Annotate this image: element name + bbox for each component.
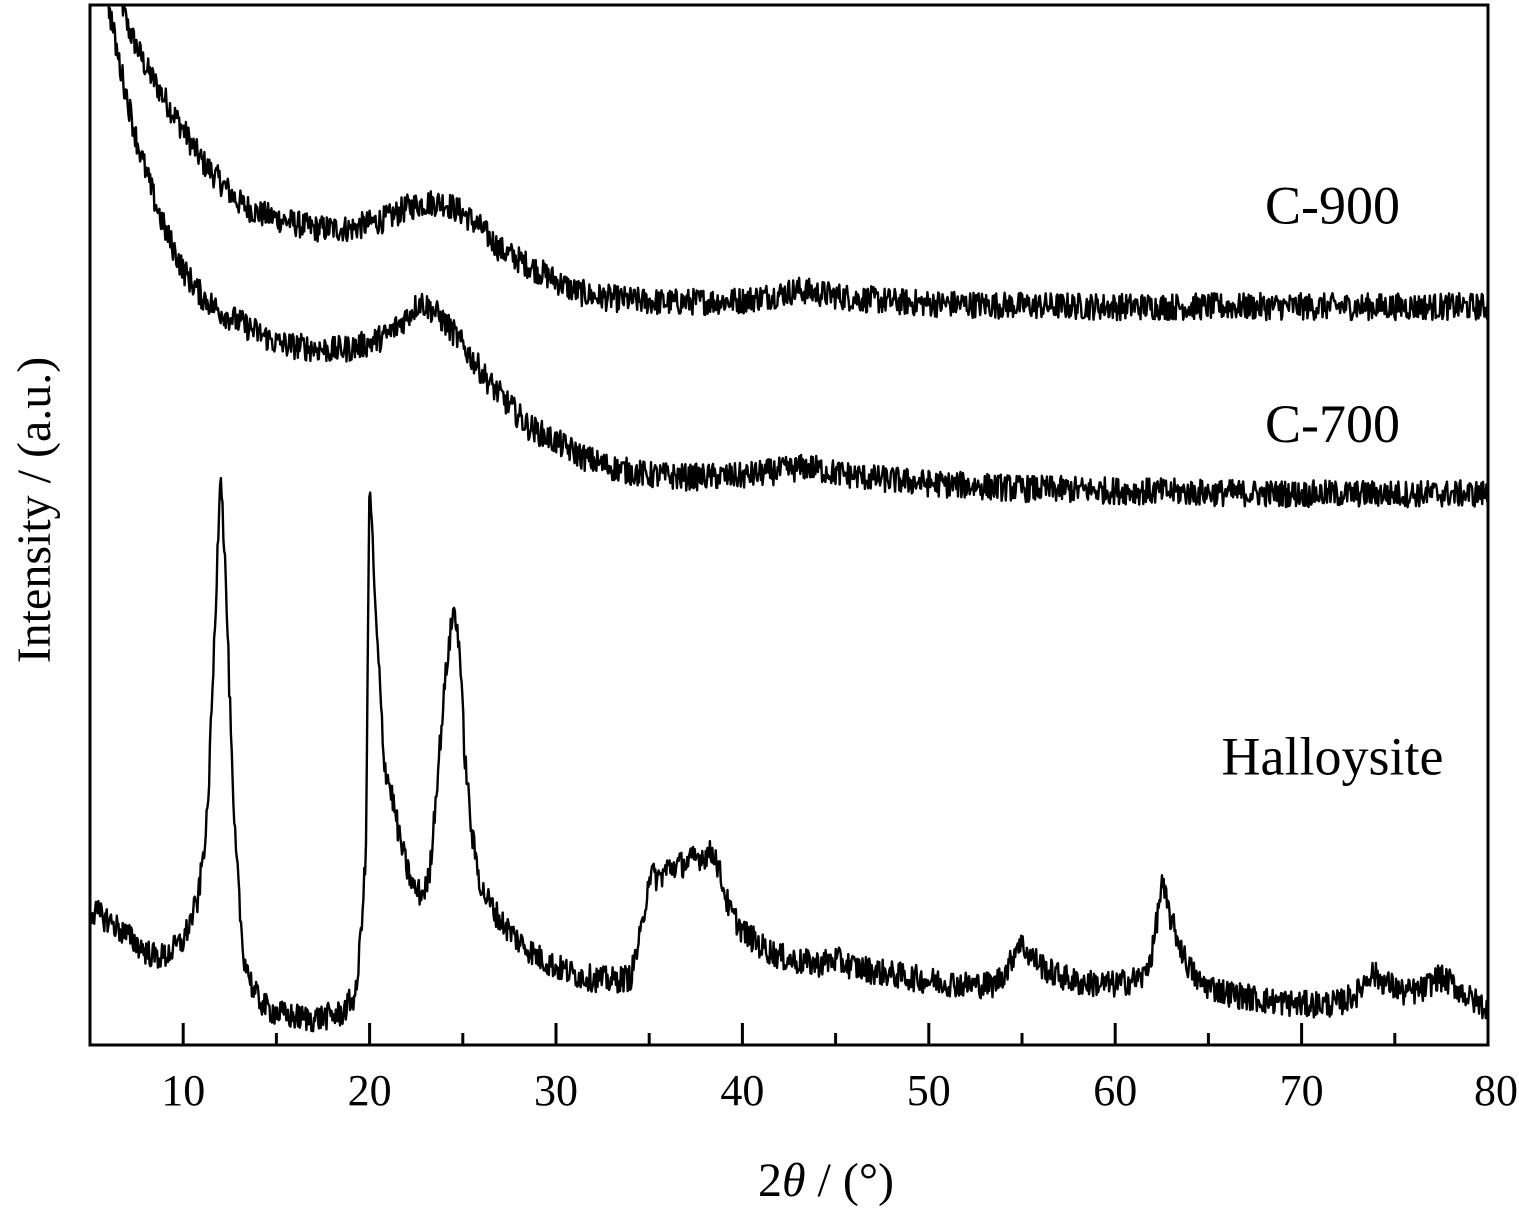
x-tick-label: 70 <box>1280 1066 1324 1115</box>
series-label: C-700 <box>1265 394 1400 454</box>
y-axis-label: Intensity / (a.u.) <box>8 357 61 664</box>
x-tick-label: 50 <box>907 1066 951 1115</box>
series-curves <box>90 5 1488 1033</box>
x-axis-ticks <box>181 1023 1490 1045</box>
x-tick-label: 60 <box>1093 1066 1137 1115</box>
plot-frame <box>88 3 1490 1047</box>
series-label: C-900 <box>1265 175 1400 235</box>
x-tick-label: 10 <box>161 1066 205 1115</box>
x-axis-label-prefix: 2 <box>758 1154 782 1207</box>
x-tick-label: 80 <box>1474 1066 1518 1115</box>
x-axis-label-symbol: θ <box>782 1154 806 1207</box>
x-tick-label: 30 <box>534 1066 578 1115</box>
series-line-c-700 <box>107 5 1488 509</box>
x-axis-label: 2θ / (°) <box>758 1154 894 1207</box>
series-label: Halloysite <box>1221 727 1443 787</box>
x-axis-label-suffix: / (°) <box>806 1154 895 1207</box>
series-line-halloysite <box>90 476 1488 1033</box>
x-tick-label: 20 <box>348 1066 392 1115</box>
series-labels: C-900 C-700 Halloysite <box>1221 175 1443 786</box>
x-tick-label: 40 <box>720 1066 764 1115</box>
series-line-c-900 <box>121 5 1488 322</box>
x-axis-tick-labels: 10 20 30 40 50 60 70 80 <box>161 1066 1518 1115</box>
